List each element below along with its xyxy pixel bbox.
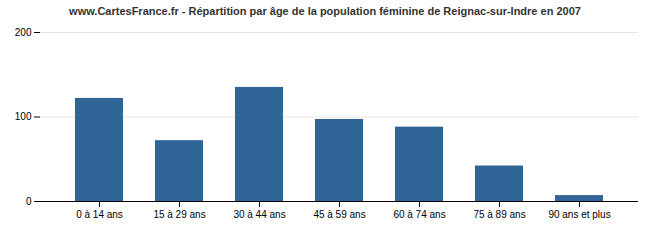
svg-text:45 à 59 ans: 45 à 59 ans (313, 209, 365, 220)
svg-text:100: 100 (15, 111, 32, 122)
html-text:www.CartesFrance.fr - Répartit: www.CartesFrance.fr - Répartition par âg… (69, 5, 581, 17)
svg-text:30 à 44 ans: 30 à 44 ans (233, 209, 285, 220)
svg-text:90 ans et plus: 90 ans et plus (548, 209, 610, 220)
svg-text:75 à 89 ans: 75 à 89 ans (473, 209, 525, 220)
svg-text:0: 0 (26, 196, 32, 207)
svg-text:0 à 14 ans: 0 à 14 ans (76, 209, 123, 220)
svg-text:60 à 74 ans: 60 à 74 ans (393, 209, 445, 220)
svg-text:15 à 29 ans: 15 à 29 ans (153, 209, 205, 220)
svg-text:200: 200 (15, 27, 32, 38)
